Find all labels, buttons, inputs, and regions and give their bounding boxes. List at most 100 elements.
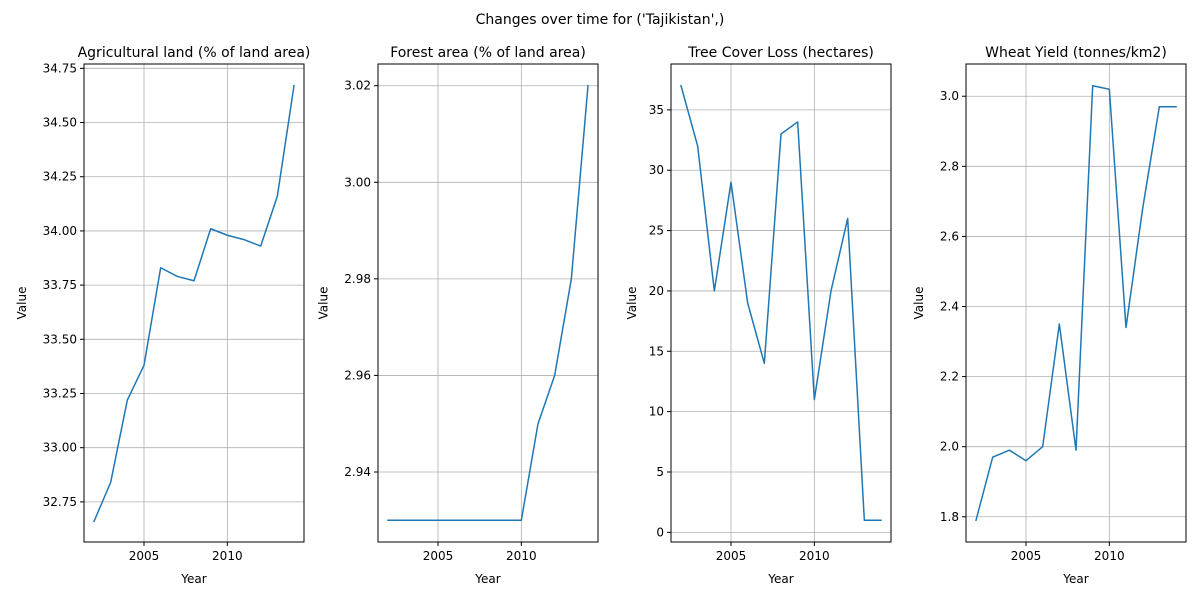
data-point [879, 518, 883, 522]
subplot-2: 2005 2010 2.94 2.96 2.98 3.00 3.02 Forest area … [317, 45, 599, 586]
data-point [403, 518, 407, 522]
plot-frame [377, 63, 599, 543]
data-point [1024, 459, 1028, 463]
y-tick-label: 0 [656, 525, 664, 539]
data-point [259, 244, 263, 248]
y-tick-label: 3.02 [344, 79, 371, 93]
y-tick-label: 33.25 [43, 387, 77, 401]
x-axis-title: Year [474, 572, 500, 586]
y-tick-label: 15 [649, 344, 664, 358]
data-point [1057, 322, 1061, 326]
series-line [680, 84, 882, 522]
x-tick-label: 2005 [129, 549, 160, 563]
data-point [159, 266, 163, 270]
x-axis-title: Year [767, 572, 793, 586]
y-tick-label: 2.98 [344, 272, 371, 286]
figure-suptitle: Changes over time for ('Tajikistan',) [476, 12, 725, 28]
y-tick-label: 34.50 [43, 116, 77, 130]
data-point [679, 84, 683, 88]
data-point [712, 289, 716, 293]
y-tick-label: 2.0 [940, 440, 959, 454]
y-tick-label: 2.8 [940, 159, 959, 173]
y-tick-label: 3.00 [344, 175, 371, 189]
plot-frame [83, 63, 305, 543]
data-point [729, 180, 733, 184]
data-point [1174, 105, 1178, 109]
y-tick-label: 32.75 [43, 495, 77, 509]
y-tick-label: 33.00 [43, 441, 77, 455]
x-axis-title: Year [1062, 572, 1088, 586]
y-axis-title: Value [15, 287, 29, 320]
y-tick-label: 2.2 [940, 370, 959, 384]
subplot-title: Forest area (% of land area) [390, 45, 586, 61]
data-point [386, 518, 390, 522]
data-point [1074, 448, 1078, 452]
data-point [242, 238, 246, 242]
data-point [812, 398, 816, 402]
data-point [586, 84, 590, 88]
data-point [1124, 326, 1128, 330]
plot-frame [965, 63, 1187, 543]
y-tick-label: 2.96 [344, 368, 371, 382]
subplot-title: Wheat Yield (tonnes/km2) [985, 45, 1167, 61]
data-point [503, 518, 507, 522]
series-line [387, 84, 589, 522]
y-tick-label: 34.75 [43, 61, 77, 75]
subplot-title: Tree Cover Loss (hectares) [687, 45, 874, 61]
data-point [519, 518, 523, 522]
x-tick-label: 2005 [716, 549, 747, 563]
data-point [142, 363, 146, 367]
data-point [991, 455, 995, 459]
y-tick-label: 20 [649, 284, 664, 298]
y-axis-title: Value [317, 287, 331, 320]
data-point [225, 233, 229, 237]
data-point [846, 217, 850, 221]
data-point [209, 227, 213, 231]
series-line [975, 84, 1177, 522]
y-tick-label: 3.0 [940, 89, 959, 103]
data-point [292, 84, 296, 88]
series-line [93, 84, 295, 523]
data-point [1141, 206, 1145, 210]
data-point [192, 279, 196, 283]
data-point [553, 373, 557, 377]
data-point [536, 422, 540, 426]
data-point [862, 518, 866, 522]
y-tick-label: 35 [649, 103, 664, 117]
x-tick-label: 2010 [212, 549, 243, 563]
data-point [746, 301, 750, 305]
y-tick-label: 34.25 [43, 170, 77, 184]
subplot-3: 2005 2010 0 5 10 15 20 25 30 35 Tree Cover Loss (h… [625, 45, 892, 586]
y-axis-title: Value [912, 287, 926, 320]
x-tick-label: 2010 [506, 549, 537, 563]
y-tick-label: 2.6 [940, 229, 959, 243]
data-point [92, 519, 96, 523]
data-point [436, 518, 440, 522]
panels-group: 2005 2010 32.75 33.00 33.25 33.50 33.75 34.00 34… [15, 45, 1187, 586]
y-tick-label: 1.8 [940, 510, 959, 524]
data-point [696, 144, 700, 148]
data-point [109, 480, 113, 484]
plot-frame [670, 63, 892, 543]
data-point [779, 132, 783, 136]
x-tick-label: 2005 [423, 549, 454, 563]
y-tick-label: 30 [649, 163, 664, 177]
y-tick-label: 33.75 [43, 278, 77, 292]
data-point [974, 518, 978, 522]
data-point [175, 274, 179, 278]
data-point [1091, 84, 1095, 88]
x-tick-label: 2010 [1094, 549, 1125, 563]
y-axis-title: Value [625, 287, 639, 320]
data-point [1157, 105, 1161, 109]
y-tick-label: 34.00 [43, 224, 77, 238]
x-tick-label: 2005 [1011, 549, 1042, 563]
data-point [486, 518, 490, 522]
x-axis-title: Year [180, 572, 206, 586]
subplot-title: Agricultural land (% of land area) [78, 45, 311, 61]
data-point [762, 361, 766, 365]
y-tick-label: 33.50 [43, 332, 77, 346]
data-point [796, 120, 800, 124]
data-point [1007, 448, 1011, 452]
x-tick-label: 2010 [799, 549, 830, 563]
